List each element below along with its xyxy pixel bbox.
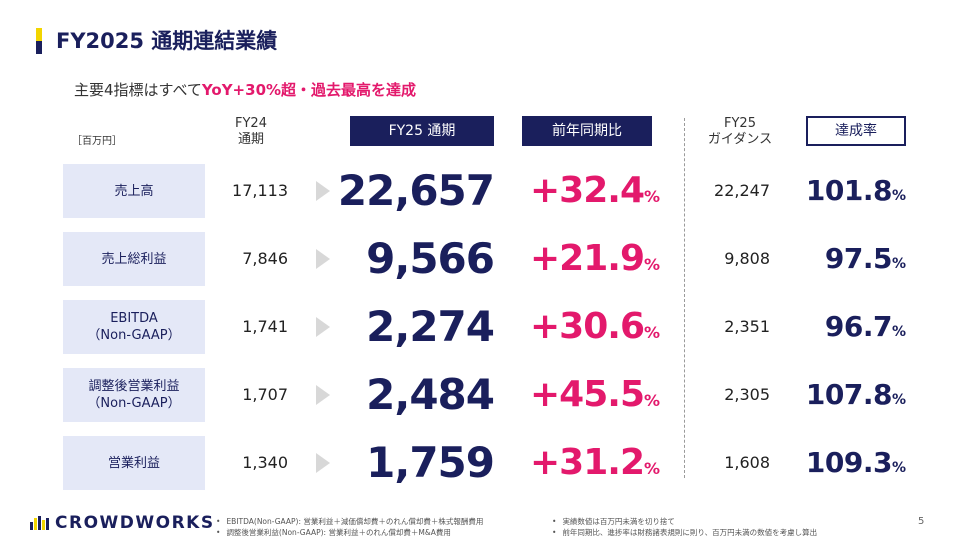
fy25-value: 2,274 xyxy=(366,302,495,351)
arrow-right-icon xyxy=(316,249,330,269)
logo-text: CROWDWORKS xyxy=(55,513,215,533)
fy25-value: 22,657 xyxy=(337,166,495,215)
yoy-number: +30.6 xyxy=(530,306,645,347)
fy24-value: 7,846 xyxy=(242,249,288,268)
yoy-value: +32.4% xyxy=(530,164,660,218)
guidance-value: 1,608 xyxy=(724,453,770,472)
percent-sign: % xyxy=(644,459,661,478)
percent-sign: % xyxy=(644,391,661,410)
subtitle: 主要4指標はすべてYoY+30%超・過去最高を達成 xyxy=(74,80,416,100)
fy24-value: 1,340 xyxy=(242,453,288,472)
table-row: 調整後営業利益 （Non-GAAP） 1,707 2,484 +45.5% 2,305 1… xyxy=(0,368,968,422)
header-yoy: 前年同期比 xyxy=(522,116,652,146)
subtitle-prefix: 主要4指標はすべて xyxy=(74,81,202,99)
achievement-value: 96.7% xyxy=(786,300,906,354)
metric-label: 営業利益 xyxy=(63,436,205,490)
achievement-number: 107.8 xyxy=(805,378,893,411)
percent-sign: % xyxy=(891,392,906,408)
metric-label: EBITDA （Non-GAAP） xyxy=(63,300,205,354)
guidance-value: 22,247 xyxy=(714,181,770,200)
header-guidance: FY25 ガイダンス xyxy=(707,116,773,147)
yoy-value: +30.6% xyxy=(530,300,660,354)
table-row: 営業利益 1,340 1,759 +31.2% 1,608 109.3% xyxy=(0,436,968,490)
achievement-value: 97.5% xyxy=(786,232,906,286)
arrow-right-icon xyxy=(316,181,330,201)
yoy-number: +32.4 xyxy=(530,170,645,211)
yoy-number: +21.9 xyxy=(530,238,645,279)
table-row: 売上総利益 7,846 9,566 +21.9% 9,808 97.5% xyxy=(0,232,968,286)
achievement-number: 101.8 xyxy=(805,174,893,207)
yoy-value: +45.5% xyxy=(530,368,660,422)
footnotes-left: EBITDA(Non-GAAP): 営業利益＋減価償却費＋のれん償却費＋株式報酬… xyxy=(216,516,483,538)
header-achievement: 達成率 xyxy=(806,116,906,146)
percent-sign: % xyxy=(644,255,661,274)
percent-sign: % xyxy=(891,460,906,476)
arrow-right-icon xyxy=(316,317,330,337)
percent-sign: % xyxy=(644,323,661,342)
achievement-number: 96.7 xyxy=(824,310,893,343)
header-fy25: FY25 通期 xyxy=(350,116,494,146)
metric-label: 調整後営業利益 （Non-GAAP） xyxy=(63,368,205,422)
percent-sign: % xyxy=(891,256,906,272)
percent-sign: % xyxy=(891,188,906,204)
footnotes-right: 実績数値は百万円未満を切り捨て 前年同期比、進捗率は財務諸表規則に則り、百万円未… xyxy=(552,516,817,538)
page-title: FY2025 通期連結業績 xyxy=(56,29,278,53)
guidance-value: 9,808 xyxy=(724,249,770,268)
fy25-value: 1,759 xyxy=(366,438,495,487)
footnote: 前年同期比、進捗率は財務諸表規則に則り、百万円未満の数値を考慮し算出 xyxy=(552,527,817,538)
company-logo: CROWDWORKS xyxy=(30,513,215,533)
guidance-value: 2,351 xyxy=(724,317,770,336)
achievement-value: 109.3% xyxy=(786,436,906,490)
table-row: 売上高 17,113 22,657 +32.4% 22,247 101.8% xyxy=(0,164,968,218)
footnote: 調整後営業利益(Non-GAAP): 営業利益＋のれん償却費＋M&A費用 xyxy=(216,527,483,538)
fy24-value: 17,113 xyxy=(232,181,288,200)
page-number: 5 xyxy=(918,516,925,527)
yoy-value: +31.2% xyxy=(530,436,660,490)
arrow-right-icon xyxy=(316,385,330,405)
metric-label: 売上高 xyxy=(63,164,205,218)
header-fy24: FY24 通期 xyxy=(235,116,267,147)
fy24-value: 1,741 xyxy=(242,317,288,336)
fy24-value: 1,707 xyxy=(242,385,288,404)
percent-sign: % xyxy=(891,324,906,340)
fy25-value: 2,484 xyxy=(366,370,495,419)
yoy-number: +31.2 xyxy=(530,442,645,483)
arrow-right-icon xyxy=(316,453,330,473)
unit-label: ［百万円］ xyxy=(72,136,122,147)
achievement-number: 97.5 xyxy=(824,242,893,275)
column-divider xyxy=(684,118,685,478)
footnote: 実績数値は百万円未満を切り捨て xyxy=(552,516,817,527)
subtitle-highlight: YoY+30%超・過去最高を達成 xyxy=(201,81,417,99)
percent-sign: % xyxy=(644,187,661,206)
crowdworks-logo-mark-icon xyxy=(30,516,49,530)
title-accent-bar xyxy=(36,28,42,54)
achievement-value: 101.8% xyxy=(786,164,906,218)
footnote: EBITDA(Non-GAAP): 営業利益＋減価償却費＋のれん償却費＋株式報酬… xyxy=(216,516,483,527)
yoy-number: +45.5 xyxy=(530,374,645,415)
achievement-number: 109.3 xyxy=(805,446,893,479)
metric-label: 売上総利益 xyxy=(63,232,205,286)
guidance-value: 2,305 xyxy=(724,385,770,404)
fy25-value: 9,566 xyxy=(366,234,495,283)
yoy-value: +21.9% xyxy=(530,232,660,286)
achievement-value: 107.8% xyxy=(786,368,906,422)
table-row: EBITDA （Non-GAAP） 1,741 2,274 +30.6% 2,351 96… xyxy=(0,300,968,354)
